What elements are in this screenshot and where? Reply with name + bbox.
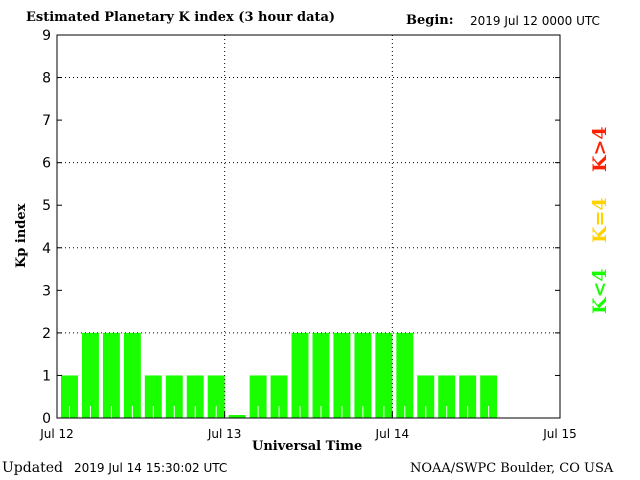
begin-value: 2019 Jul 12 0000 UTC [470,14,600,28]
kp-bar [270,375,288,418]
kp-bar [438,375,456,418]
kp-bar [186,375,204,418]
source-credit: NOAA/SWPC Boulder, CO USA [410,461,614,476]
kp-bar [207,375,225,418]
kp-bar [144,375,162,418]
updated-value: 2019 Jul 14 15:30:02 UTC [74,461,228,475]
legend-k-less-4: K<4 [589,268,611,314]
kp-bar [123,332,141,418]
kp-bar [102,332,120,418]
kp-bar [312,332,330,418]
y-tick-label: 4 [42,241,51,257]
kp-bar [81,332,99,418]
y-tick-label: 6 [42,156,51,172]
y-tick-label: 8 [42,71,51,87]
updated-label: Updated [2,460,63,476]
kp-bar [61,375,78,418]
y-tick-label: 7 [42,113,51,129]
legend-k-equal-4: K=4 [589,197,611,243]
x-tick-label: Jul 15 [542,427,577,441]
y-tick-label: 1 [42,368,51,384]
x-axis-label: Universal Time [252,439,363,454]
y-tick-label: 2 [42,326,51,342]
y-tick-label: 9 [42,28,51,44]
kp-bar [228,415,246,418]
kp-bar [459,375,477,418]
x-tick-label: Jul 14 [375,427,410,441]
x-tick-label: Jul 12 [39,427,74,441]
legend-k-greater-4: K>4 [589,126,611,172]
y-tick-label: 5 [42,198,51,214]
kp-bar [249,375,267,418]
y-tick-label: 0 [42,411,51,427]
kp-bar [396,332,414,418]
kp-bar [165,375,183,418]
kp-bar [354,332,372,418]
y-tick-label: 3 [42,283,51,299]
chart-title: Estimated Planetary K index (3 hour data… [26,10,336,25]
y-axis-label: Kp index [14,203,29,268]
kp-bar [417,375,435,418]
kp-bar [375,332,393,418]
plot-frame [56,34,561,419]
begin-label: Begin: [406,13,454,28]
kp-bar [333,332,351,418]
kp-bar [480,375,498,418]
kp-bar [291,332,309,418]
x-tick-label: Jul 13 [207,427,242,441]
